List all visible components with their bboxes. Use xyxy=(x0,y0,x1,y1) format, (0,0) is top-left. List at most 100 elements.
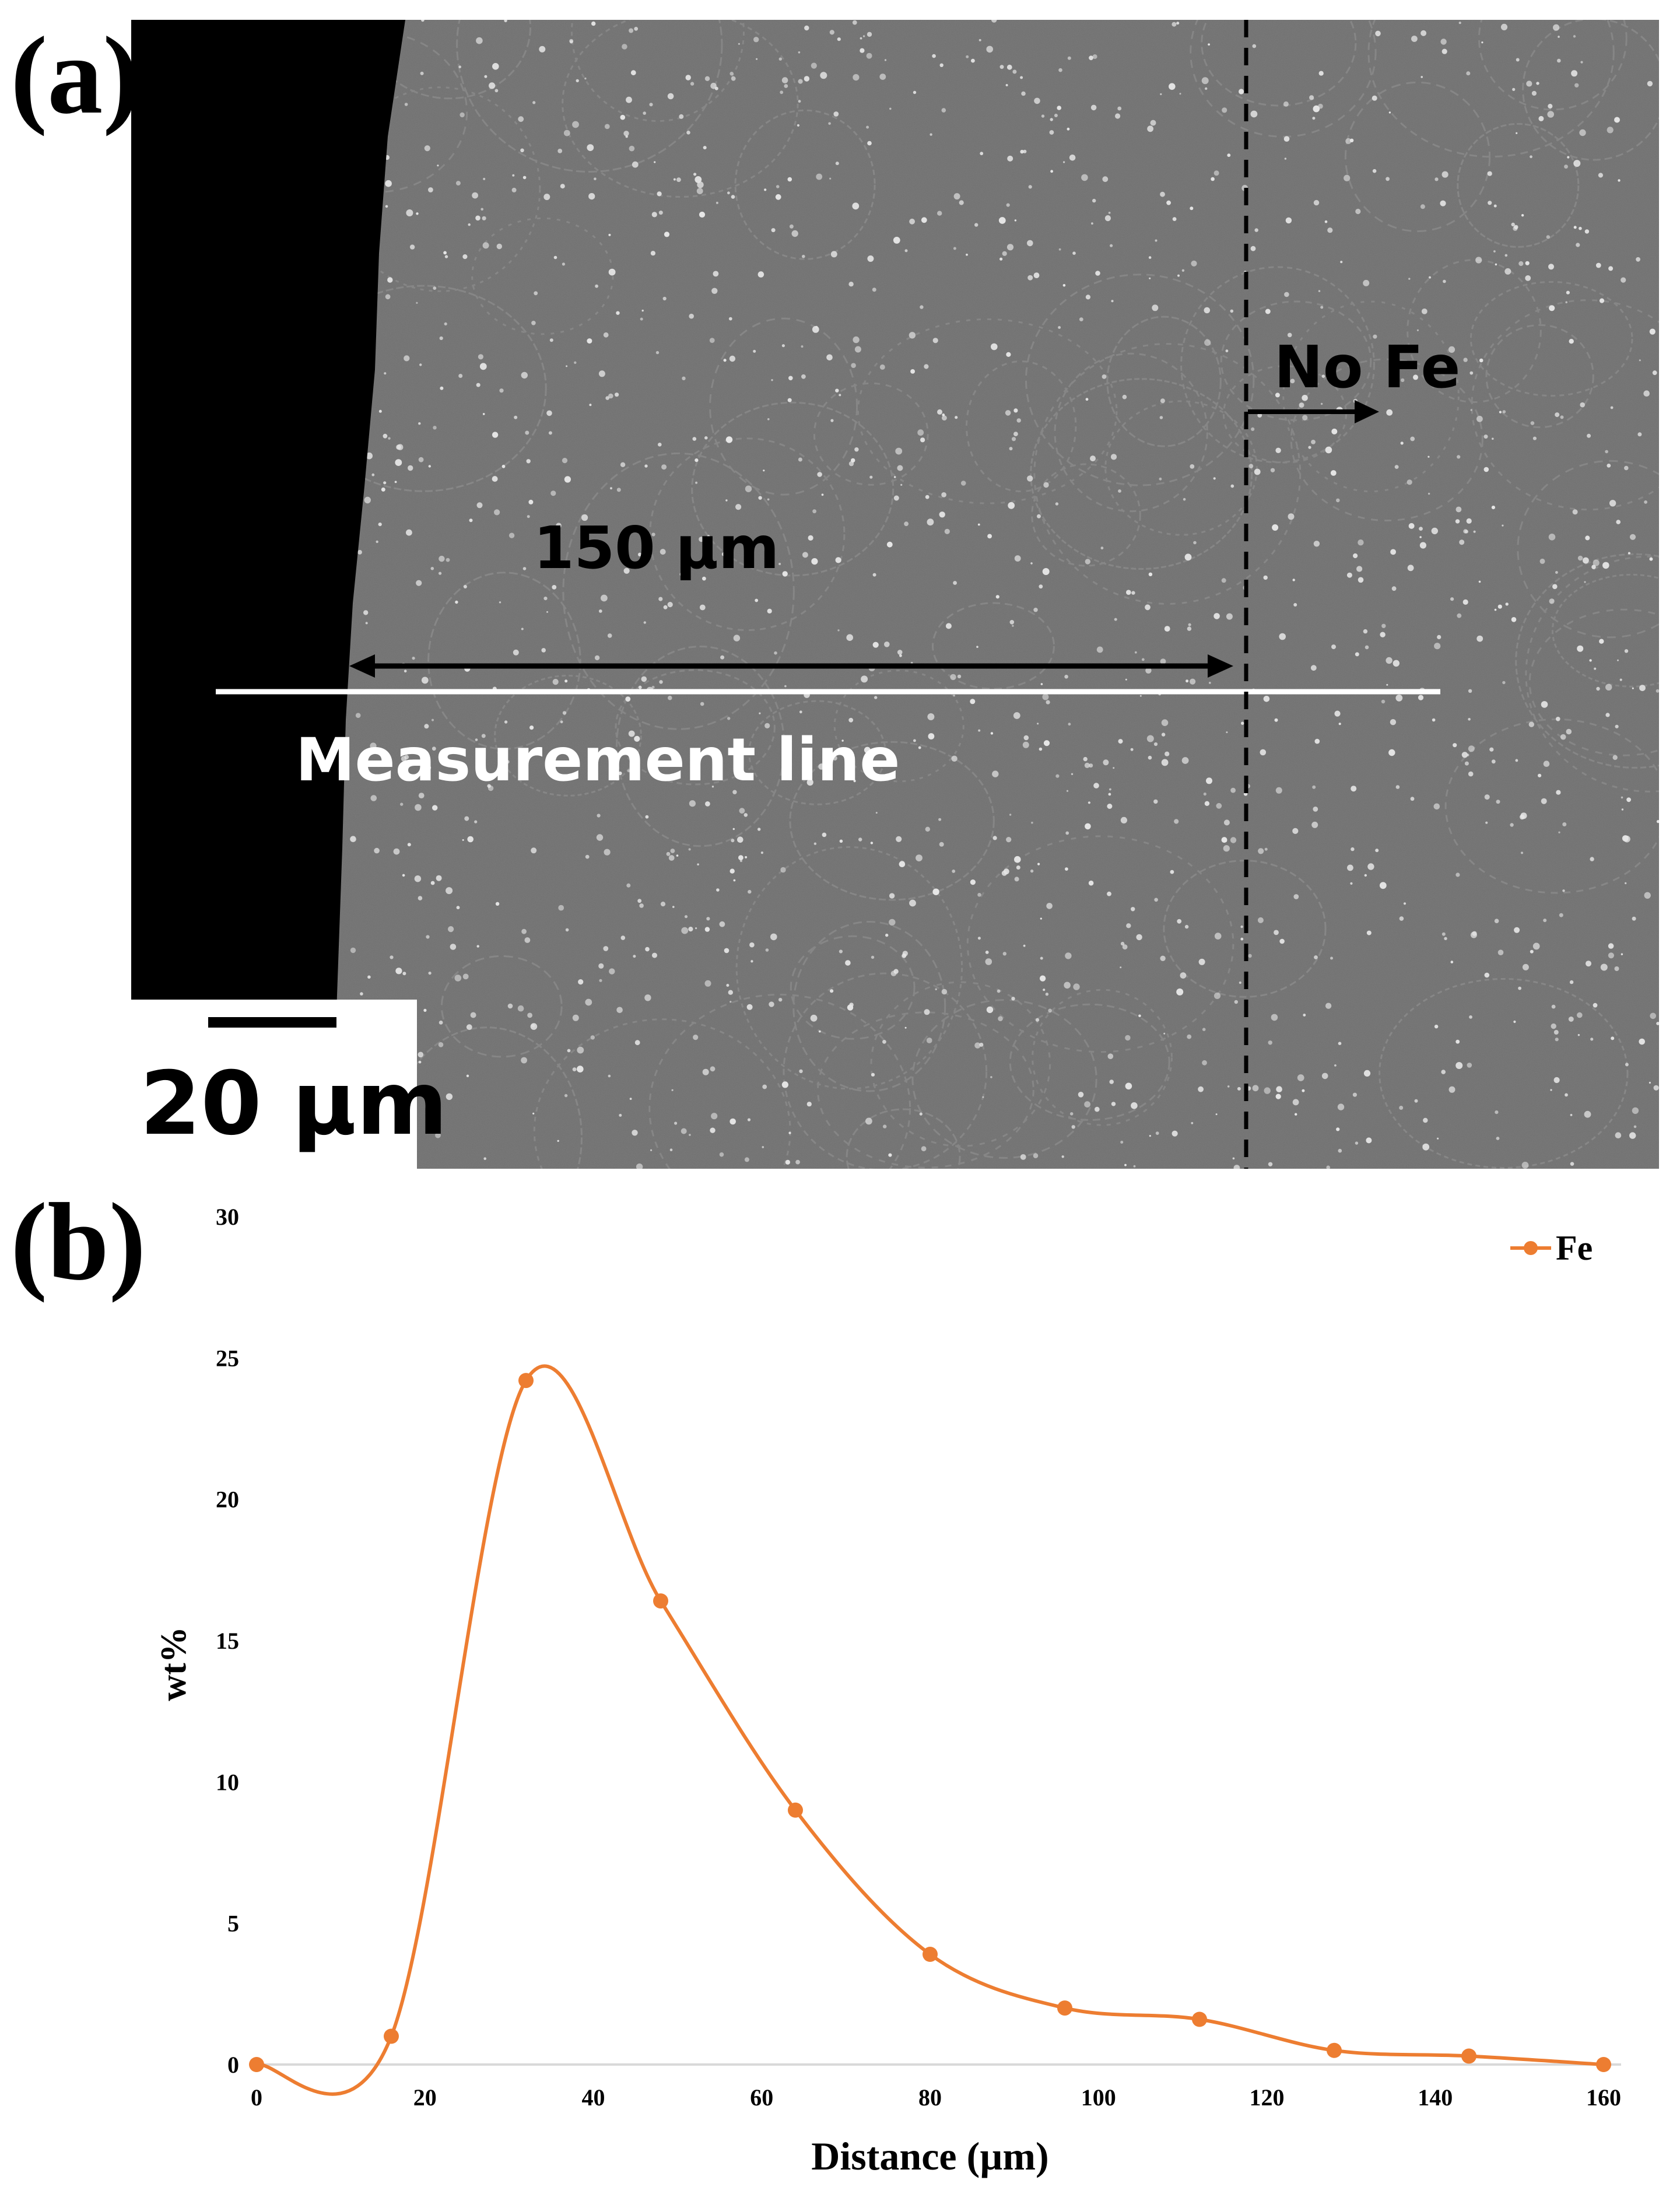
precipitate xyxy=(1042,693,1049,700)
precipitate xyxy=(1125,678,1127,681)
precipitate xyxy=(641,676,647,682)
precipitate xyxy=(1390,719,1397,726)
precipitate xyxy=(1553,1030,1559,1035)
precipitate xyxy=(479,363,487,370)
grain-boundary xyxy=(649,437,846,631)
precipitate xyxy=(1590,857,1594,861)
precipitate xyxy=(1033,608,1038,612)
precipitate xyxy=(543,597,548,601)
precipitate xyxy=(697,863,699,865)
precipitate xyxy=(1258,848,1264,854)
precipitate xyxy=(945,623,952,629)
precipitate xyxy=(366,452,373,460)
precipitate xyxy=(1488,201,1492,205)
precipitate xyxy=(1046,700,1050,705)
precipitate xyxy=(637,899,642,903)
precipitate xyxy=(1386,177,1390,181)
precipitate xyxy=(1468,771,1474,777)
grain-boundary xyxy=(427,572,581,750)
precipitate xyxy=(699,604,706,611)
precipitate xyxy=(925,826,931,832)
precipitate xyxy=(829,30,834,35)
precipitate xyxy=(620,462,626,467)
precipitate xyxy=(1276,1086,1282,1092)
precipitate xyxy=(1502,524,1504,527)
precipitate xyxy=(1014,219,1017,222)
precipitate xyxy=(1366,1137,1372,1144)
precipitate xyxy=(640,317,643,321)
precipitate xyxy=(1013,408,1018,413)
precipitate xyxy=(695,481,698,484)
precipitate xyxy=(904,249,908,253)
precipitate xyxy=(757,828,761,831)
precipitate xyxy=(649,103,653,107)
precipitate xyxy=(1124,1163,1127,1166)
precipitate xyxy=(1107,804,1113,809)
precipitate xyxy=(572,1014,579,1021)
precipitate xyxy=(735,504,742,510)
precipitate xyxy=(626,96,632,103)
precipitate xyxy=(428,972,432,975)
precipitate xyxy=(475,215,480,221)
precipitate xyxy=(770,933,777,941)
precipitate xyxy=(623,567,630,574)
precipitate xyxy=(1230,837,1237,843)
precipitate xyxy=(1108,793,1111,796)
precipitate xyxy=(443,251,447,255)
precipitate xyxy=(1095,271,1100,276)
precipitate xyxy=(1302,1089,1305,1092)
precipitate xyxy=(1139,695,1142,697)
precipitate xyxy=(530,1023,538,1030)
precipitate xyxy=(1232,1157,1235,1160)
precipitate xyxy=(1065,867,1068,871)
precipitate xyxy=(865,1117,872,1125)
precipitate xyxy=(974,223,978,227)
precipitate xyxy=(1476,635,1483,642)
precipitate xyxy=(364,496,371,504)
precipitate xyxy=(620,935,626,940)
precipitate xyxy=(661,464,667,470)
precipitate xyxy=(1543,760,1550,767)
precipitate xyxy=(890,970,897,976)
y-tick-label: 25 xyxy=(216,1345,239,1371)
precipitate xyxy=(421,677,429,684)
precipitate xyxy=(1089,763,1093,768)
precipitate xyxy=(658,597,663,601)
precipitate xyxy=(1299,402,1304,408)
precipitate xyxy=(424,724,429,729)
precipitate xyxy=(1556,717,1560,721)
grain-boundary xyxy=(1525,555,1659,793)
precipitate xyxy=(1555,1038,1559,1042)
precipitate xyxy=(1608,943,1614,949)
precipitate xyxy=(737,836,743,843)
precipitate xyxy=(1208,682,1211,684)
precipitate xyxy=(1450,597,1454,601)
precipitate xyxy=(1599,639,1604,644)
precipitate xyxy=(867,255,874,262)
precipitate xyxy=(710,1127,716,1133)
precipitate xyxy=(1240,925,1243,928)
precipitate xyxy=(732,828,735,830)
precipitate xyxy=(1109,1080,1114,1084)
precipitate xyxy=(1208,43,1210,46)
precipitate xyxy=(1065,831,1069,835)
precipitate xyxy=(1555,571,1558,574)
precipitate xyxy=(739,808,745,814)
precipitate xyxy=(775,194,781,200)
precipitate xyxy=(1177,274,1180,277)
precipitate xyxy=(1088,880,1094,886)
precipitate xyxy=(1602,562,1609,569)
precipitate xyxy=(495,902,500,906)
precipitate xyxy=(1007,155,1013,162)
precipitate xyxy=(758,496,762,500)
precipitate xyxy=(1131,1102,1138,1109)
precipitate xyxy=(971,58,975,63)
grain-boundary xyxy=(648,993,911,1169)
precipitate xyxy=(355,713,361,718)
precipitate xyxy=(885,933,889,937)
precipitate xyxy=(921,1146,927,1152)
precipitate xyxy=(1065,952,1072,959)
precipitate xyxy=(1356,566,1363,572)
precipitate xyxy=(1499,411,1502,413)
precipitate xyxy=(1008,502,1015,509)
